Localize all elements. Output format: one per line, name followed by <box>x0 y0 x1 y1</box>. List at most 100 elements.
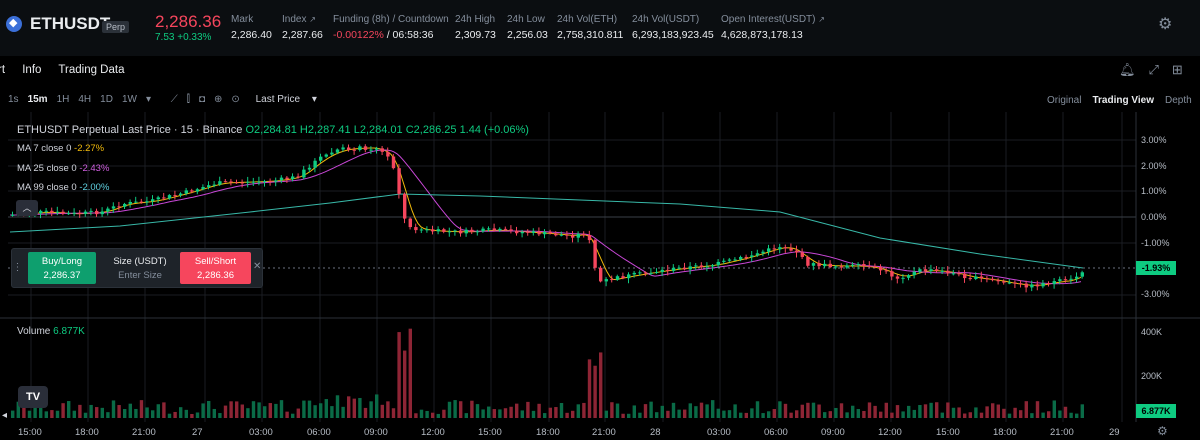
stat-label: 24h Vol(ETH) <box>557 14 618 25</box>
close-icon[interactable]: ✕ <box>253 261 262 272</box>
volume-bar <box>128 403 132 418</box>
volume-bar <box>106 412 110 418</box>
collapse-legend-icon[interactable]: ︿ <box>16 200 38 216</box>
volume-bar <box>475 404 480 418</box>
volume-bar <box>319 403 323 418</box>
price-axis-tick: -1.00% <box>1141 238 1170 248</box>
candle-type-icon[interactable]: ⫿ <box>186 94 190 105</box>
volume-bar <box>229 401 233 418</box>
volume-bar <box>951 407 956 418</box>
view-depth[interactable]: Depth <box>1164 95 1192 106</box>
candle-body <box>442 229 446 232</box>
time-axis-tick: 18:00 <box>75 427 99 438</box>
volume-bar <box>856 409 860 418</box>
interval-1s[interactable]: 1s <box>8 94 19 105</box>
candle-body <box>223 181 228 183</box>
candle-body <box>515 230 519 234</box>
volume-bar <box>1063 406 1068 418</box>
sell-short-button[interactable]: Sell/Short 2,286.36 <box>180 252 251 284</box>
stat-label: 24h Vol(USDT) <box>632 14 700 25</box>
candle-body <box>218 181 222 185</box>
volume-bar <box>845 412 849 418</box>
ma25-legend[interactable]: MA 25 close 0 -2.43% <box>17 163 110 174</box>
add-icon[interactable]: ⊕ <box>214 94 223 105</box>
tab-chart[interactable]: rt <box>0 64 6 76</box>
candle-body <box>957 273 961 275</box>
candle-body <box>11 214 15 216</box>
candle-body <box>1075 276 1079 279</box>
candle-body <box>335 149 340 153</box>
candle-body <box>638 272 642 274</box>
tab-info[interactable]: Info <box>22 64 42 76</box>
candle-body <box>492 228 496 231</box>
tradingview-logo[interactable]: TV <box>18 386 48 408</box>
volume-bar <box>173 411 177 418</box>
interval-1d[interactable]: 1D <box>100 94 113 105</box>
buy-long-button[interactable]: Buy/Long 2,286.37 <box>28 252 96 284</box>
time-axis-tick: 03:00 <box>707 427 731 438</box>
axis-settings-icon[interactable]: ⚙ <box>1157 424 1168 438</box>
external-link-icon[interactable]: ↗ <box>818 15 825 24</box>
external-link-icon[interactable]: ↗ <box>309 15 316 24</box>
stat-value: 4,628,873,178.13 <box>721 29 803 41</box>
camera-icon[interactable]: ◘ <box>198 94 206 105</box>
settings-circle-icon[interactable]: ⊙ <box>231 94 240 105</box>
view-trading-view[interactable]: Trading View <box>1092 95 1154 106</box>
interval-dropdown-icon[interactable]: ▾ <box>145 94 151 105</box>
volume-bar <box>61 403 65 418</box>
interval-1w[interactable]: 1W <box>121 94 137 105</box>
candle-body <box>935 269 939 271</box>
volume-bar <box>727 410 732 418</box>
volume-bar <box>302 400 306 418</box>
volume-bar <box>991 403 995 418</box>
chart-toolbar: 1s 15m 1H 4H 1D 1W ▾ ⟋ ⫿ ◘ ⊕ ⊙ Last Price ▾ <box>8 94 326 105</box>
volume-bar <box>576 404 580 418</box>
time-axis-tick: 03:00 <box>249 427 273 438</box>
volume-bar <box>963 413 967 418</box>
candle-body <box>604 279 608 282</box>
volume-bar <box>828 411 832 418</box>
volume-bar <box>918 405 922 418</box>
candle-body <box>111 206 116 209</box>
size-input[interactable]: Size (USDT) Enter Size <box>113 256 167 281</box>
bell-icon[interactable]: 🔔︎ <box>1119 62 1136 77</box>
candle-body <box>1080 272 1084 277</box>
stat-value: 2,256.03 <box>507 29 548 41</box>
time-axis-tick: 15:00 <box>936 427 960 438</box>
price-chart[interactable] <box>0 112 1200 440</box>
candle-body <box>1052 281 1056 285</box>
candle-body <box>1030 284 1034 288</box>
scroll-left-icon[interactable]: ◂ <box>2 410 8 421</box>
volume-bar <box>22 403 26 418</box>
layout-grid-icon[interactable]: ⊞ <box>1171 62 1183 77</box>
interval-4h[interactable]: 4H <box>78 94 92 105</box>
gear-icon[interactable]: ⚙ <box>1158 16 1173 33</box>
volume-bar <box>324 399 328 418</box>
volume-bar <box>1013 407 1017 418</box>
candle-body <box>50 210 54 213</box>
volume-bar <box>744 412 748 418</box>
tab-trading-data[interactable]: Trading Data <box>58 64 125 76</box>
price-type-select[interactable]: Last Price ▾ <box>255 94 317 105</box>
candle-body <box>632 272 636 275</box>
volume-bar <box>296 408 300 418</box>
eth-logo-icon <box>6 16 22 32</box>
interval-15m[interactable]: 15m <box>27 94 48 105</box>
volume-bar <box>593 365 597 418</box>
interval-1h[interactable]: 1H <box>56 94 70 105</box>
ma7-legend[interactable]: MA 7 close 0 -2.27% <box>17 143 105 154</box>
volume-bar <box>453 400 457 418</box>
volume-bar <box>1080 404 1084 418</box>
symbol-name[interactable]: ETHUSDT <box>30 14 111 33</box>
expand-icon[interactable]: ⤢ <box>1148 62 1159 77</box>
candle-body <box>369 149 373 151</box>
volume-bar <box>800 404 804 418</box>
view-original[interactable]: Original <box>1047 95 1082 106</box>
candle-body <box>324 154 328 157</box>
indicators-icon[interactable]: ⟋ <box>170 94 178 105</box>
candle-body <box>195 189 200 192</box>
price-axis-tick: 1.00% <box>1141 186 1167 196</box>
drag-handle-icon[interactable]: ⋮ <box>12 262 23 273</box>
volume-bar <box>587 359 592 418</box>
ma99-legend[interactable]: MA 99 close 0 -2.00% <box>17 182 110 193</box>
